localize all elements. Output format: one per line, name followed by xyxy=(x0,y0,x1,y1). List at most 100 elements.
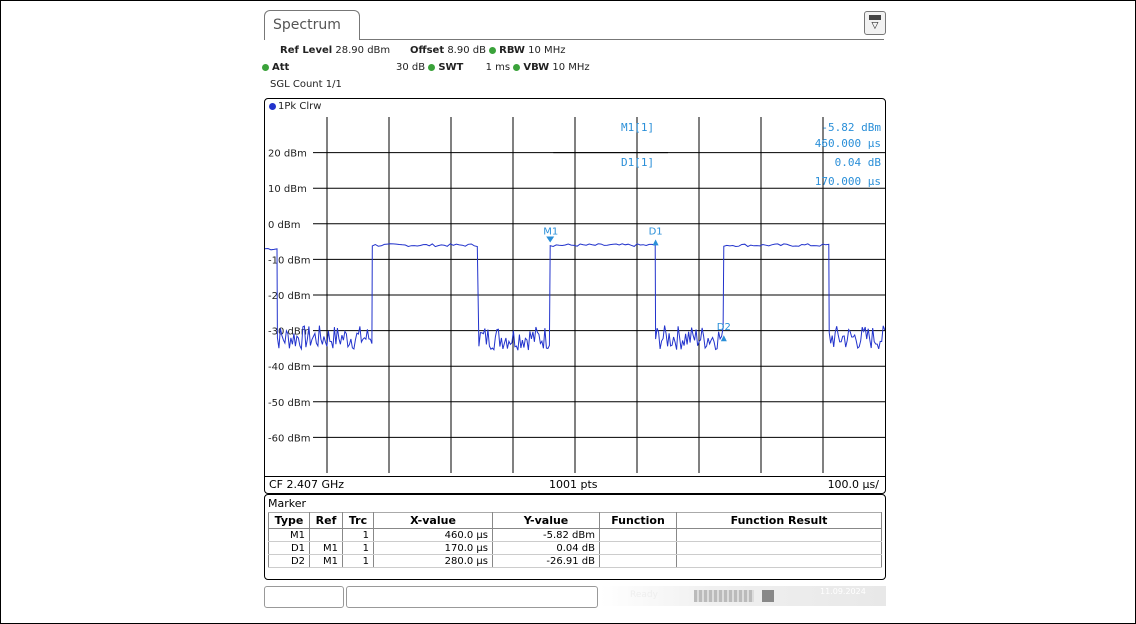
y-tick-label: -30 dBm xyxy=(268,327,310,338)
row-x: 170.0 µs xyxy=(373,541,493,555)
marker-label: D2 xyxy=(717,322,731,333)
settings-row-1: Ref Level 28.90 dBm xyxy=(280,44,390,58)
marker-table-header: Type Ref Trc X-value Y-value Function Fu… xyxy=(268,512,882,529)
offset-setting: Offset 8.90 dB RBW 10 MHz xyxy=(410,44,565,58)
marker-label: D1 xyxy=(649,226,663,237)
table-row[interactable]: D1 M1 1 170.0 µs 0.04 dB xyxy=(268,541,882,555)
rbw-value[interactable]: 10 MHz xyxy=(528,45,566,56)
display-config-button[interactable]: ▽ xyxy=(864,11,886,35)
col-ref: Ref xyxy=(309,512,343,529)
trace-color-dot xyxy=(269,102,276,110)
row-y: -5.82 dBm xyxy=(492,528,600,542)
status-date: 11.09.2024 xyxy=(820,587,866,596)
row-func xyxy=(599,541,677,555)
y-tick-label: 20 dBm xyxy=(268,149,307,160)
display-config-icon xyxy=(869,15,881,20)
y-tick-label: 0 dBm xyxy=(268,220,301,231)
y-tick-label: -60 dBm xyxy=(268,433,310,444)
spectrum-analyzer-window: Spectrum ▽ Ref Level 28.90 dBm Offset 8.… xyxy=(262,8,888,610)
col-function-result: Function Result xyxy=(676,512,882,529)
row-ref: M1 xyxy=(309,541,343,555)
marker-table-panel: Marker Type Ref Trc X-value Y-value Func… xyxy=(264,494,886,580)
readout-m1-time: 460.000 µs xyxy=(815,137,881,150)
col-trc: Trc xyxy=(342,512,374,529)
message-field[interactable] xyxy=(346,586,598,608)
status-bar: Ready 11.09.2024 xyxy=(264,584,886,610)
softkey-left[interactable] xyxy=(264,586,344,608)
readout-m1-level: -5.82 dBm xyxy=(821,121,881,134)
att-swt-vbw-setting: 30 dB SWT 1 ms VBW 10 MHz xyxy=(396,61,590,75)
y-tick-label: -10 dBm xyxy=(268,255,310,266)
marker-table-title: Marker xyxy=(268,497,307,510)
y-tick-label: 10 dBm xyxy=(268,184,307,195)
marker-triangle-down xyxy=(546,236,555,243)
status-area: Ready 11.09.2024 xyxy=(600,586,886,606)
row-ref xyxy=(309,528,343,542)
settings-row-2: Att xyxy=(262,61,289,75)
marker-triangle-up xyxy=(720,335,727,342)
ref-level-value[interactable]: 28.90 dBm xyxy=(335,45,391,56)
col-function: Function xyxy=(599,512,677,529)
row-type: D2 xyxy=(268,554,310,568)
time-per-division[interactable]: 100.0 µs/ xyxy=(827,478,879,491)
network-icon xyxy=(762,590,774,602)
col-type: Type xyxy=(268,512,310,529)
row-result xyxy=(676,528,882,542)
readout-d1-time: 170.000 µs xyxy=(815,175,881,188)
y-tick-label: -20 dBm xyxy=(268,291,310,302)
center-frequency[interactable]: CF 2.407 GHz xyxy=(269,478,345,491)
col-x-value: X-value xyxy=(373,512,493,529)
readout-d1-name: D1[1] xyxy=(621,156,654,169)
swt-label: SWT xyxy=(438,62,464,73)
row-x: 460.0 µs xyxy=(373,528,493,542)
col-y-value: Y-value xyxy=(492,512,600,529)
att-label: Att xyxy=(272,62,290,73)
row-y: 0.04 dB xyxy=(492,541,600,555)
vbw-value[interactable]: 10 MHz xyxy=(552,62,590,73)
vbw-label: VBW xyxy=(523,62,550,73)
spectrum-diagram[interactable]: 20 dBm 10 dBm 0 dBm -10 dBm -20 dBm -30 dBm -4… xyxy=(264,98,886,494)
trace-plot[interactable]: 20 dBm 10 dBm 0 dBm -10 dBm -20 dBm -30 dBm -4… xyxy=(265,99,885,493)
tab-divider xyxy=(360,39,884,40)
offset-value[interactable]: 8.90 dB xyxy=(447,45,486,56)
att-status-dot xyxy=(262,63,269,71)
row-func xyxy=(599,554,677,568)
marker-table: Type Ref Trc X-value Y-value Function Fu… xyxy=(268,512,882,568)
offset-label: Offset xyxy=(410,45,445,56)
sgl-count: SGL Count 1/1 xyxy=(270,79,342,90)
row-type: M1 xyxy=(268,528,310,542)
tab-label: Spectrum xyxy=(273,17,341,33)
ref-level-label: Ref Level xyxy=(280,45,333,56)
table-row[interactable]: M1 1 460.0 µs -5.82 dBm xyxy=(268,528,882,542)
vbw-status-dot xyxy=(513,63,521,71)
rbw-status-dot xyxy=(489,46,497,54)
footer-divider xyxy=(265,476,885,477)
y-tick-label: -50 dBm xyxy=(268,398,310,409)
row-func xyxy=(599,528,677,542)
row-result xyxy=(676,541,882,555)
progress-bar xyxy=(694,590,754,602)
table-row[interactable]: D2 M1 1 280.0 µs -26.91 dB xyxy=(268,554,882,568)
rbw-label: RBW xyxy=(499,45,525,56)
row-ref: M1 xyxy=(309,554,343,568)
trace-legend: 1Pk Clrw xyxy=(269,101,321,112)
ready-status: Ready xyxy=(630,590,658,600)
readout-m1-name: M1[1] xyxy=(621,121,654,134)
row-trc: 1 xyxy=(342,528,374,542)
row-trc: 1 xyxy=(342,541,374,555)
att-value[interactable]: 30 dB xyxy=(396,62,426,73)
trace-label-text: 1Pk Clrw xyxy=(278,101,322,112)
trace-line xyxy=(265,243,885,351)
readout-d1-level: 0.04 dB xyxy=(835,156,882,169)
swt-value[interactable]: 1 ms xyxy=(485,62,511,73)
row-type: D1 xyxy=(268,541,310,555)
swt-status-dot xyxy=(428,63,436,71)
row-trc: 1 xyxy=(342,554,374,568)
y-tick-label: -40 dBm xyxy=(268,362,310,373)
tab-spectrum[interactable]: Spectrum xyxy=(264,10,360,40)
row-x: 280.0 µs xyxy=(373,554,493,568)
marker-triangle-up xyxy=(652,239,659,246)
sweep-points: 1001 pts xyxy=(549,478,598,491)
row-result xyxy=(676,554,882,568)
row-y: -26.91 dB xyxy=(492,554,600,568)
